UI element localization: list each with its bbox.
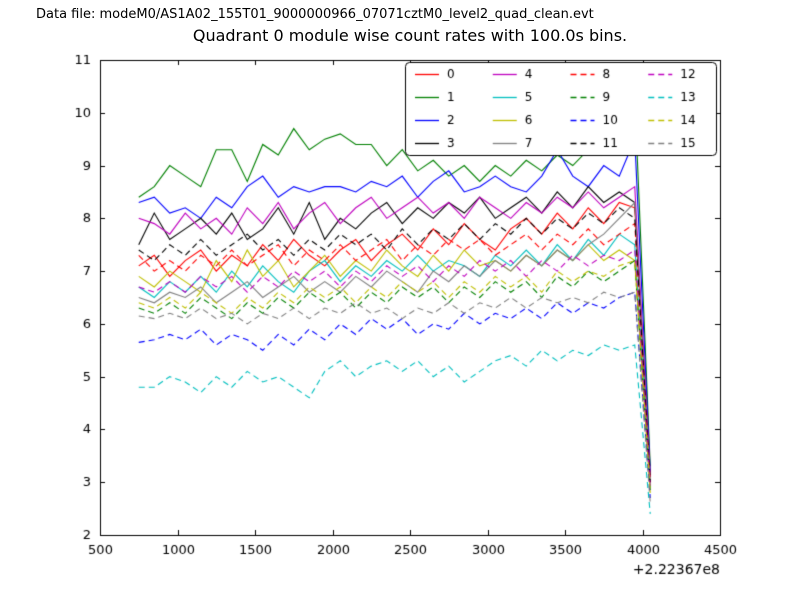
data-file-label: Data file: modeM0/AS1A02_155T01_90000009… bbox=[36, 7, 594, 22]
chart-title: Quadrant 0 module wise count rates with … bbox=[192, 26, 628, 45]
